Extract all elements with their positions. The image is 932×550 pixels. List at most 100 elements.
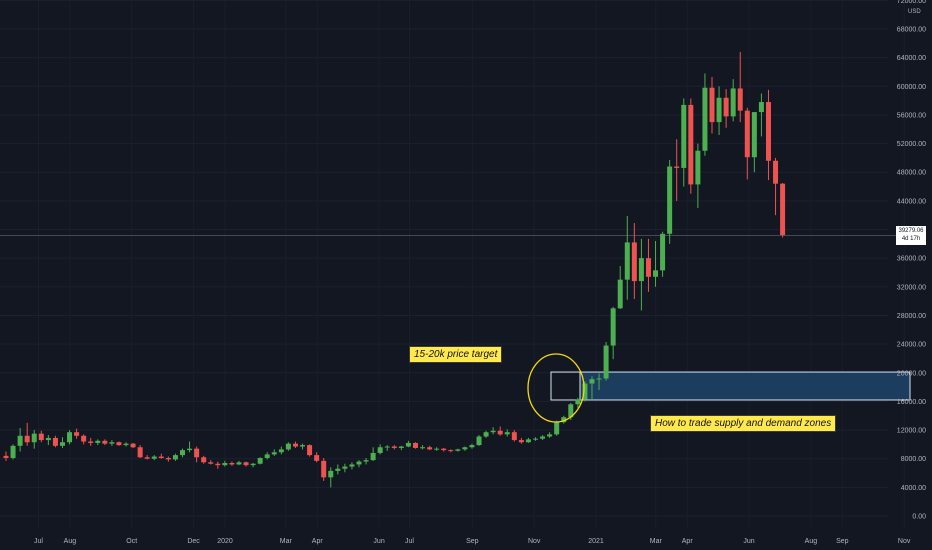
candle-body	[667, 166, 673, 234]
x-tick-label: 2021	[588, 538, 604, 545]
candle-body	[257, 457, 263, 464]
candle-body	[59, 442, 65, 446]
candle-body	[370, 452, 376, 461]
y-tick-label: 60000.00	[897, 84, 926, 91]
candle-body	[356, 461, 362, 465]
candle-body	[610, 308, 616, 346]
candle-body	[744, 110, 750, 158]
candle-body	[292, 443, 298, 447]
candle-body	[518, 440, 524, 443]
candle-body	[441, 448, 447, 451]
candle	[342, 463, 348, 473]
candle-body	[765, 102, 771, 161]
candle-body	[645, 258, 651, 277]
candle-body	[264, 454, 270, 458]
candle	[589, 376, 595, 400]
currency-label: USD	[908, 9, 921, 15]
annotation-price-target[interactable]: 15-20k price target	[409, 346, 503, 363]
y-tick-label: 24000.00	[897, 342, 926, 349]
zone-rect[interactable]	[579, 371, 911, 401]
breakout-circle	[527, 353, 585, 423]
x-tick-label: Jul	[34, 538, 43, 545]
candle	[17, 427, 23, 452]
price-axis[interactable]: 0.00 4000.00 8000.00 12000.00 16000.00 20000.…	[897, 0, 926, 521]
candle	[751, 112, 757, 173]
time-axis[interactable]: Jul Aug Oct Dec 2020 Mar Apr Jun Jul Sep Nov 2021 Ma…	[34, 538, 911, 545]
candle	[151, 455, 157, 461]
candle-body	[533, 438, 538, 440]
supply-demand-zone[interactable]	[550, 371, 911, 401]
candle	[455, 448, 461, 452]
candle	[123, 442, 129, 447]
candle	[285, 442, 291, 451]
candle	[462, 446, 468, 451]
y-tick-label: 32000.00	[897, 284, 926, 291]
candle	[420, 445, 426, 450]
candle	[370, 447, 376, 461]
candle	[469, 443, 475, 449]
candle	[448, 449, 454, 453]
candle-body	[462, 447, 468, 450]
candle	[74, 428, 80, 439]
candle-body	[540, 436, 546, 439]
candle	[695, 143, 701, 209]
y-tick-label: 44000.00	[897, 198, 926, 205]
candle-body	[208, 462, 214, 464]
y-tick-label: 48000.00	[897, 170, 926, 177]
candle	[744, 107, 750, 180]
y-tick-label: 52000.00	[897, 141, 926, 148]
candle	[610, 306, 616, 360]
candle	[405, 440, 411, 448]
candle-body	[130, 443, 136, 448]
candle-body	[660, 233, 666, 271]
candle-body	[116, 442, 122, 446]
candle	[363, 457, 369, 465]
candle	[88, 437, 94, 446]
candle-body	[45, 437, 51, 441]
candle	[222, 460, 228, 467]
candle	[328, 467, 334, 488]
candle	[187, 441, 193, 453]
candle-body	[490, 430, 496, 433]
candle	[674, 139, 680, 201]
candle-body	[384, 446, 390, 448]
candle-body	[525, 439, 531, 443]
y-tick-label: 36000.00	[897, 256, 926, 263]
candle	[765, 89, 771, 181]
candle-body	[3, 455, 9, 458]
candle	[349, 462, 355, 470]
candle-body	[504, 432, 510, 435]
candle-body	[229, 463, 235, 465]
candle-body	[589, 379, 595, 384]
candle	[236, 460, 242, 466]
candle-body	[10, 445, 16, 458]
candle-body	[81, 435, 87, 442]
candle-body	[511, 432, 517, 441]
candle-body	[575, 399, 581, 405]
candle	[215, 461, 221, 469]
candle	[335, 464, 341, 475]
annotation-supply-demand[interactable]: How to trade supply and demand zones	[650, 415, 837, 432]
candle	[617, 266, 623, 310]
candle	[540, 435, 546, 441]
candle	[24, 422, 30, 446]
candle	[547, 432, 553, 438]
candle-body	[321, 460, 327, 478]
candle	[391, 445, 397, 450]
candle-body	[201, 457, 207, 463]
y-tick-label: 56000.00	[897, 112, 926, 119]
candle-body	[405, 442, 411, 447]
candle	[300, 443, 306, 450]
candle-body	[52, 437, 58, 446]
candle	[67, 430, 73, 445]
candle-body	[497, 430, 503, 435]
candle	[624, 215, 630, 300]
x-tick-label: Mar	[280, 538, 293, 545]
y-tick-label: 4000.00	[901, 485, 926, 492]
candle	[497, 426, 503, 436]
candle	[271, 449, 277, 456]
x-tick-label: Jun	[743, 538, 754, 545]
candle-body	[67, 432, 73, 443]
candle	[773, 157, 779, 216]
